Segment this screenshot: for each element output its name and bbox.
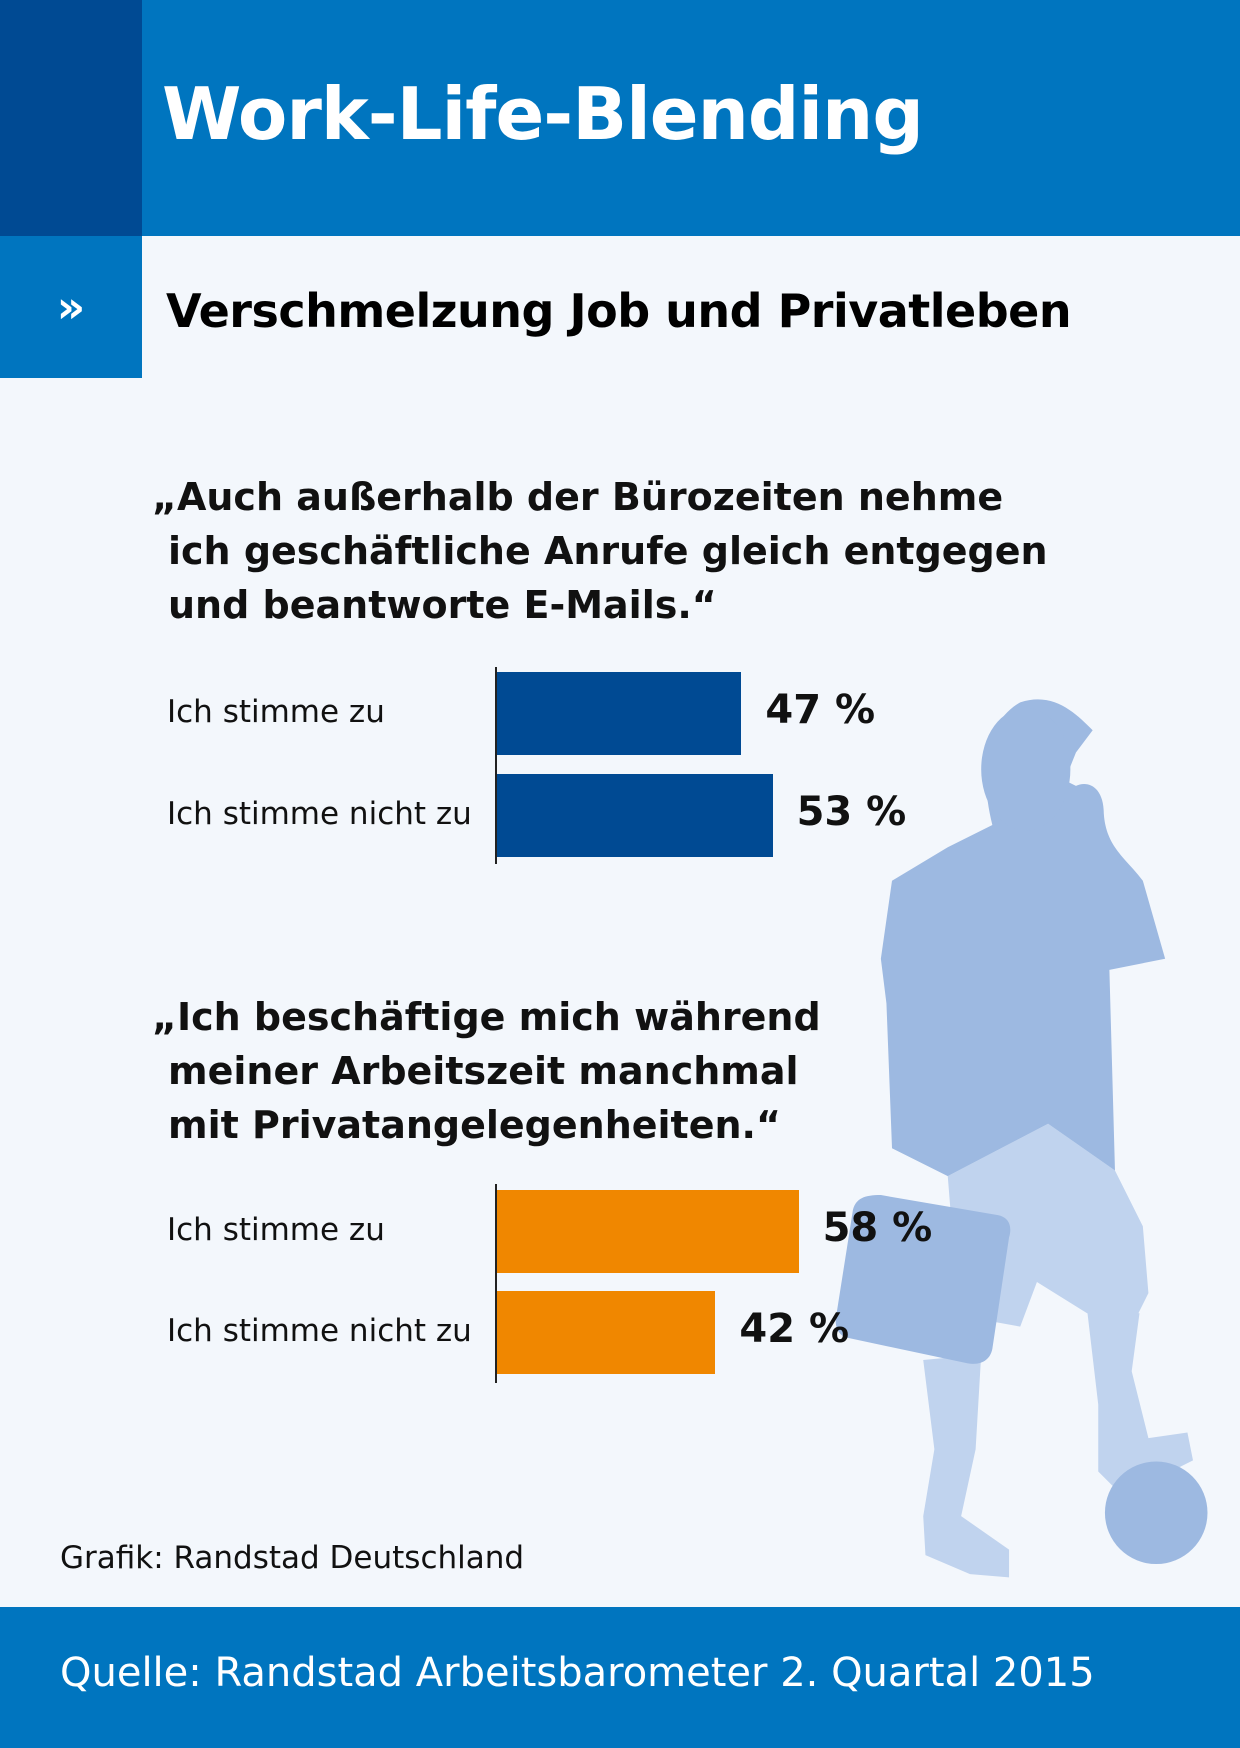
bar: [497, 672, 742, 755]
chart-2-axis-line: [495, 1184, 497, 1383]
chevron-double-right-icon: »: [0, 236, 142, 378]
question-1-line: „Auch außerhalb der Bürozeiten nehme: [152, 475, 1004, 519]
category-label: Ich stimme nicht zu: [167, 796, 472, 832]
question-1-line: und beantworte E-Mails.“: [168, 583, 717, 627]
value-label: 53 %: [796, 789, 907, 835]
category-label: Ich stimme nicht zu: [167, 1313, 472, 1349]
figure-jacket: [880, 699, 1166, 1177]
football-icon: [1104, 1461, 1208, 1565]
bar: [497, 1190, 799, 1273]
figure-left-leg: [923, 1354, 1010, 1578]
chart-1-axis-line: [495, 667, 497, 864]
question-1: „Auch außerhalb der Bürozeiten nehme ich…: [152, 470, 1048, 632]
bar: [497, 774, 773, 857]
credit-text: Grafik: Randstad Deutschland: [60, 1540, 525, 1576]
header-accent-block: [0, 0, 142, 236]
value-label: 58 %: [822, 1205, 933, 1251]
question-1-line: ich geschäftliche Anrufe gleich entgegen: [168, 529, 1048, 573]
header-banner: [0, 0, 1240, 236]
question-2-line: „Ich beschäftige mich während: [152, 995, 821, 1039]
question-2-line: meiner Arbeitszeit manchmal: [168, 1049, 799, 1093]
figure-right-leg: [1087, 1309, 1194, 1489]
category-label: Ich stimme zu: [167, 1212, 385, 1248]
briefcase-icon: [835, 1195, 1011, 1364]
category-label: Ich stimme zu: [167, 694, 385, 730]
page-title: Work-Life-Blending: [162, 72, 924, 156]
question-2-line: mit Privatangelegenheiten.“: [168, 1103, 781, 1147]
figure-head: [981, 707, 1071, 831]
value-label: 42 %: [739, 1306, 850, 1352]
source-text: Quelle: Randstad Arbeitsbarometer 2. Qua…: [60, 1650, 1095, 1696]
value-label: 47 %: [765, 687, 876, 733]
subtitle: Verschmelzung Job und Privatleben: [166, 284, 1072, 338]
footer-banner: [0, 1607, 1240, 1748]
bar: [497, 1291, 716, 1374]
question-2: „Ich beschäftige mich während meiner Arb…: [152, 990, 821, 1152]
